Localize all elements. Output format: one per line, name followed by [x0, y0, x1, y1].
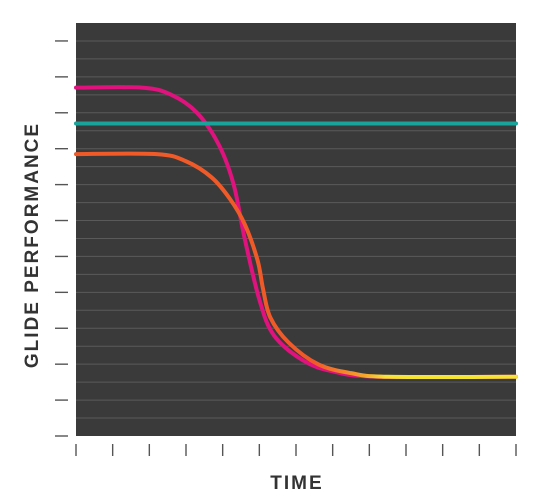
x-axis-ticks	[75, 444, 517, 456]
x-axis-label: TIME	[270, 473, 323, 494]
gridlines	[76, 40, 516, 419]
plot-area	[76, 23, 516, 436]
series-line-magenta	[74, 85, 518, 380]
y-axis-label: GLIDE PERFORMANCE	[22, 122, 43, 368]
series-lines	[74, 85, 518, 380]
series-line-orange	[74, 151, 518, 380]
y-axis-ticks	[55, 40, 68, 437]
